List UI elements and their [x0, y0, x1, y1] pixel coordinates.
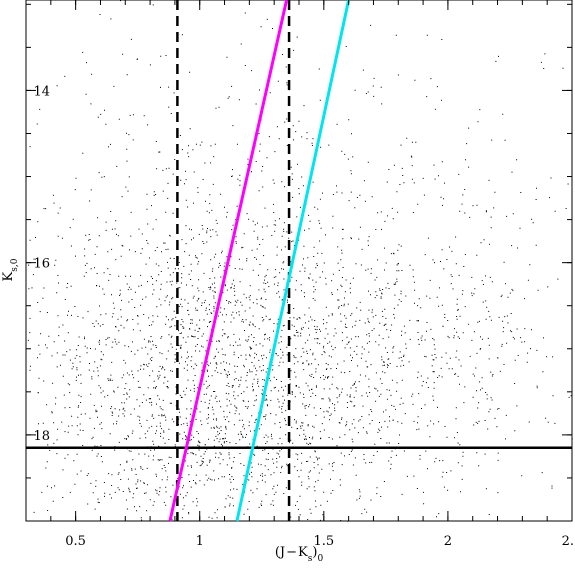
reference-lines — [26, 0, 572, 521]
y-tick-label: 14 — [33, 84, 50, 99]
y-tick-label: 16 — [33, 257, 50, 272]
y-axis-label: Ks,0 — [1, 258, 20, 281]
x-tick-label: 0.5 — [65, 534, 86, 549]
x-tick-label: 2.5 — [562, 534, 575, 549]
x-tick-label: 1 — [196, 534, 204, 549]
y-tick-label: 18 — [33, 429, 50, 444]
axis-ticks: 0.5 1 1.5 2 2.5 14 16 18 — [25, 0, 575, 549]
scatter-points — [27, 0, 573, 522]
series-lines — [168, 0, 351, 522]
x-tick-label: 2 — [444, 534, 452, 549]
x-tick-label: 1.5 — [313, 534, 334, 549]
scatter-point-cloud — [27, 0, 573, 522]
x-axis-label: (J−Ks)0 — [275, 545, 324, 564]
plot-frame — [25, 0, 573, 522]
series-line-2 — [235, 0, 351, 522]
series-line-1 — [168, 0, 289, 522]
